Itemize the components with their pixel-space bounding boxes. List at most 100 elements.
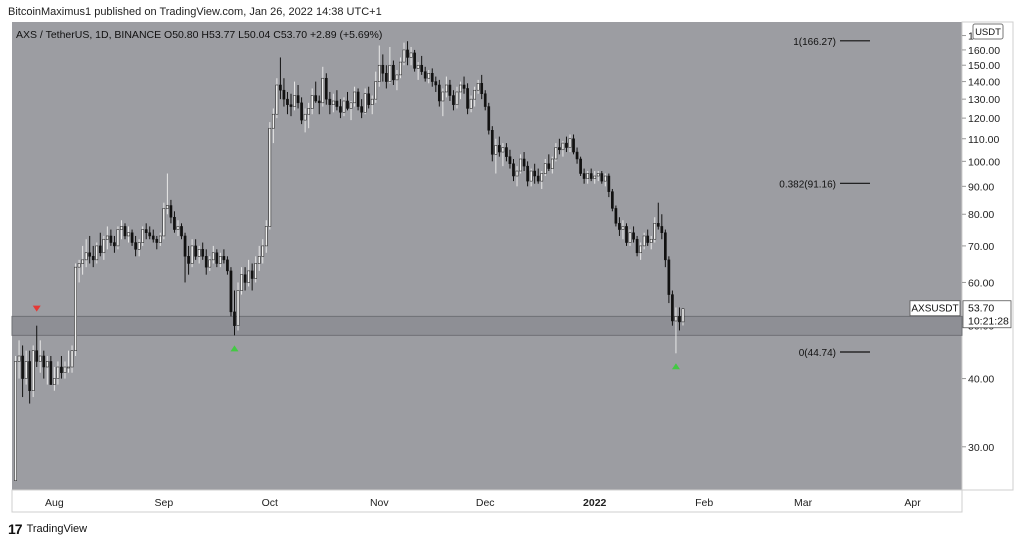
- candle-body: [81, 259, 84, 264]
- candle-body: [395, 74, 399, 81]
- candle-body: [84, 252, 88, 261]
- candle: [490, 126, 494, 162]
- candle-body: [476, 83, 480, 91]
- candle-body: [388, 64, 392, 82]
- candle: [53, 367, 56, 391]
- candle-body: [328, 98, 332, 105]
- candle-body: [211, 252, 215, 261]
- candle: [120, 220, 123, 240]
- y-tick-label: 160.00: [968, 45, 1000, 57]
- candle-body: [533, 170, 537, 177]
- candle: [540, 171, 544, 189]
- candle-body: [596, 173, 600, 177]
- candle-body: [162, 208, 166, 237]
- candle: [565, 136, 568, 153]
- candle-body: [363, 93, 367, 113]
- candle-body: [243, 274, 247, 283]
- candle: [187, 245, 190, 275]
- candle-body: [462, 84, 466, 89]
- fib-label: 1(166.27): [793, 37, 836, 48]
- candle: [268, 122, 272, 230]
- candle-body: [155, 238, 159, 243]
- candle-body: [589, 173, 593, 179]
- candle-body: [289, 104, 293, 107]
- candle-body: [494, 145, 498, 155]
- candle: [448, 79, 452, 101]
- candle-body: [529, 170, 533, 182]
- candle-body: [586, 173, 589, 179]
- candle: [275, 78, 279, 119]
- y-tick-label: 30.00: [968, 442, 994, 454]
- candle-body: [515, 170, 519, 177]
- currency-badge[interactable]: USDT: [972, 23, 1004, 40]
- candle: [236, 282, 240, 331]
- candle: [158, 232, 162, 246]
- candle-body: [621, 226, 625, 230]
- plot-area[interactable]: [12, 22, 962, 490]
- candle: [367, 86, 371, 109]
- candle-body: [113, 242, 116, 247]
- candle-body: [522, 158, 526, 167]
- candle: [303, 108, 307, 133]
- candle-body: [300, 102, 303, 121]
- candle: [144, 223, 148, 240]
- candle: [77, 259, 81, 283]
- candle-body: [268, 127, 272, 227]
- candle: [21, 345, 24, 398]
- candle-body: [275, 84, 279, 115]
- price-axis[interactable]: [961, 21, 1014, 491]
- x-tick-label: Apr: [904, 497, 921, 509]
- candle-body: [353, 91, 356, 104]
- candle-body: [526, 165, 529, 182]
- x-tick-labels: Aug Sep Oct Nov Dec 2022 Feb Mar Apr: [45, 497, 921, 509]
- candle: [204, 249, 208, 275]
- y-tick-label: 110.00: [968, 134, 999, 146]
- candle: [483, 90, 487, 111]
- candle-body: [508, 156, 512, 164]
- candle-body: [42, 355, 46, 368]
- candle: [197, 245, 201, 264]
- candle: [95, 242, 99, 264]
- candle: [572, 134, 575, 155]
- candle: [342, 97, 346, 117]
- candle-body: [473, 89, 476, 100]
- y-tick-label: 80.00: [968, 209, 994, 221]
- candle-body: [543, 163, 547, 174]
- candle-body: [367, 93, 371, 105]
- candle-body: [127, 232, 130, 237]
- time-axis[interactable]: [11, 489, 963, 513]
- candle-body: [547, 163, 551, 169]
- candle: [102, 235, 106, 260]
- candle-body: [35, 350, 39, 362]
- candle: [127, 226, 130, 243]
- candle-body: [98, 245, 102, 254]
- y-tick-label: 140.00: [968, 77, 1000, 89]
- candle: [596, 171, 600, 182]
- candle-body: [498, 145, 501, 153]
- candle-body: [314, 95, 318, 102]
- candle-body: [180, 226, 183, 237]
- x-tick-label: Mar: [794, 497, 813, 509]
- brand-text: TradingView: [26, 523, 88, 535]
- candle: [31, 345, 35, 398]
- candle-body: [614, 208, 618, 224]
- candle: [653, 217, 657, 243]
- symbol-line-part: O: [161, 29, 172, 41]
- price-chart[interactable]: 1(166.27)0.382(91.16)0(44.74) 170.00160.…: [0, 0, 1024, 516]
- candle: [526, 161, 529, 187]
- candle: [28, 350, 32, 404]
- candle-body: [642, 235, 646, 247]
- candle-body: [575, 151, 579, 160]
- candle-body: [561, 142, 565, 151]
- candle: [317, 95, 321, 115]
- x-tick-label: Aug: [45, 497, 64, 509]
- candle: [582, 168, 586, 184]
- candle-body: [437, 84, 441, 102]
- candle-body: [176, 226, 180, 230]
- candle: [314, 81, 318, 103]
- candle: [554, 143, 558, 162]
- candle-body: [335, 100, 339, 107]
- candle: [356, 88, 360, 111]
- candle: [286, 91, 289, 115]
